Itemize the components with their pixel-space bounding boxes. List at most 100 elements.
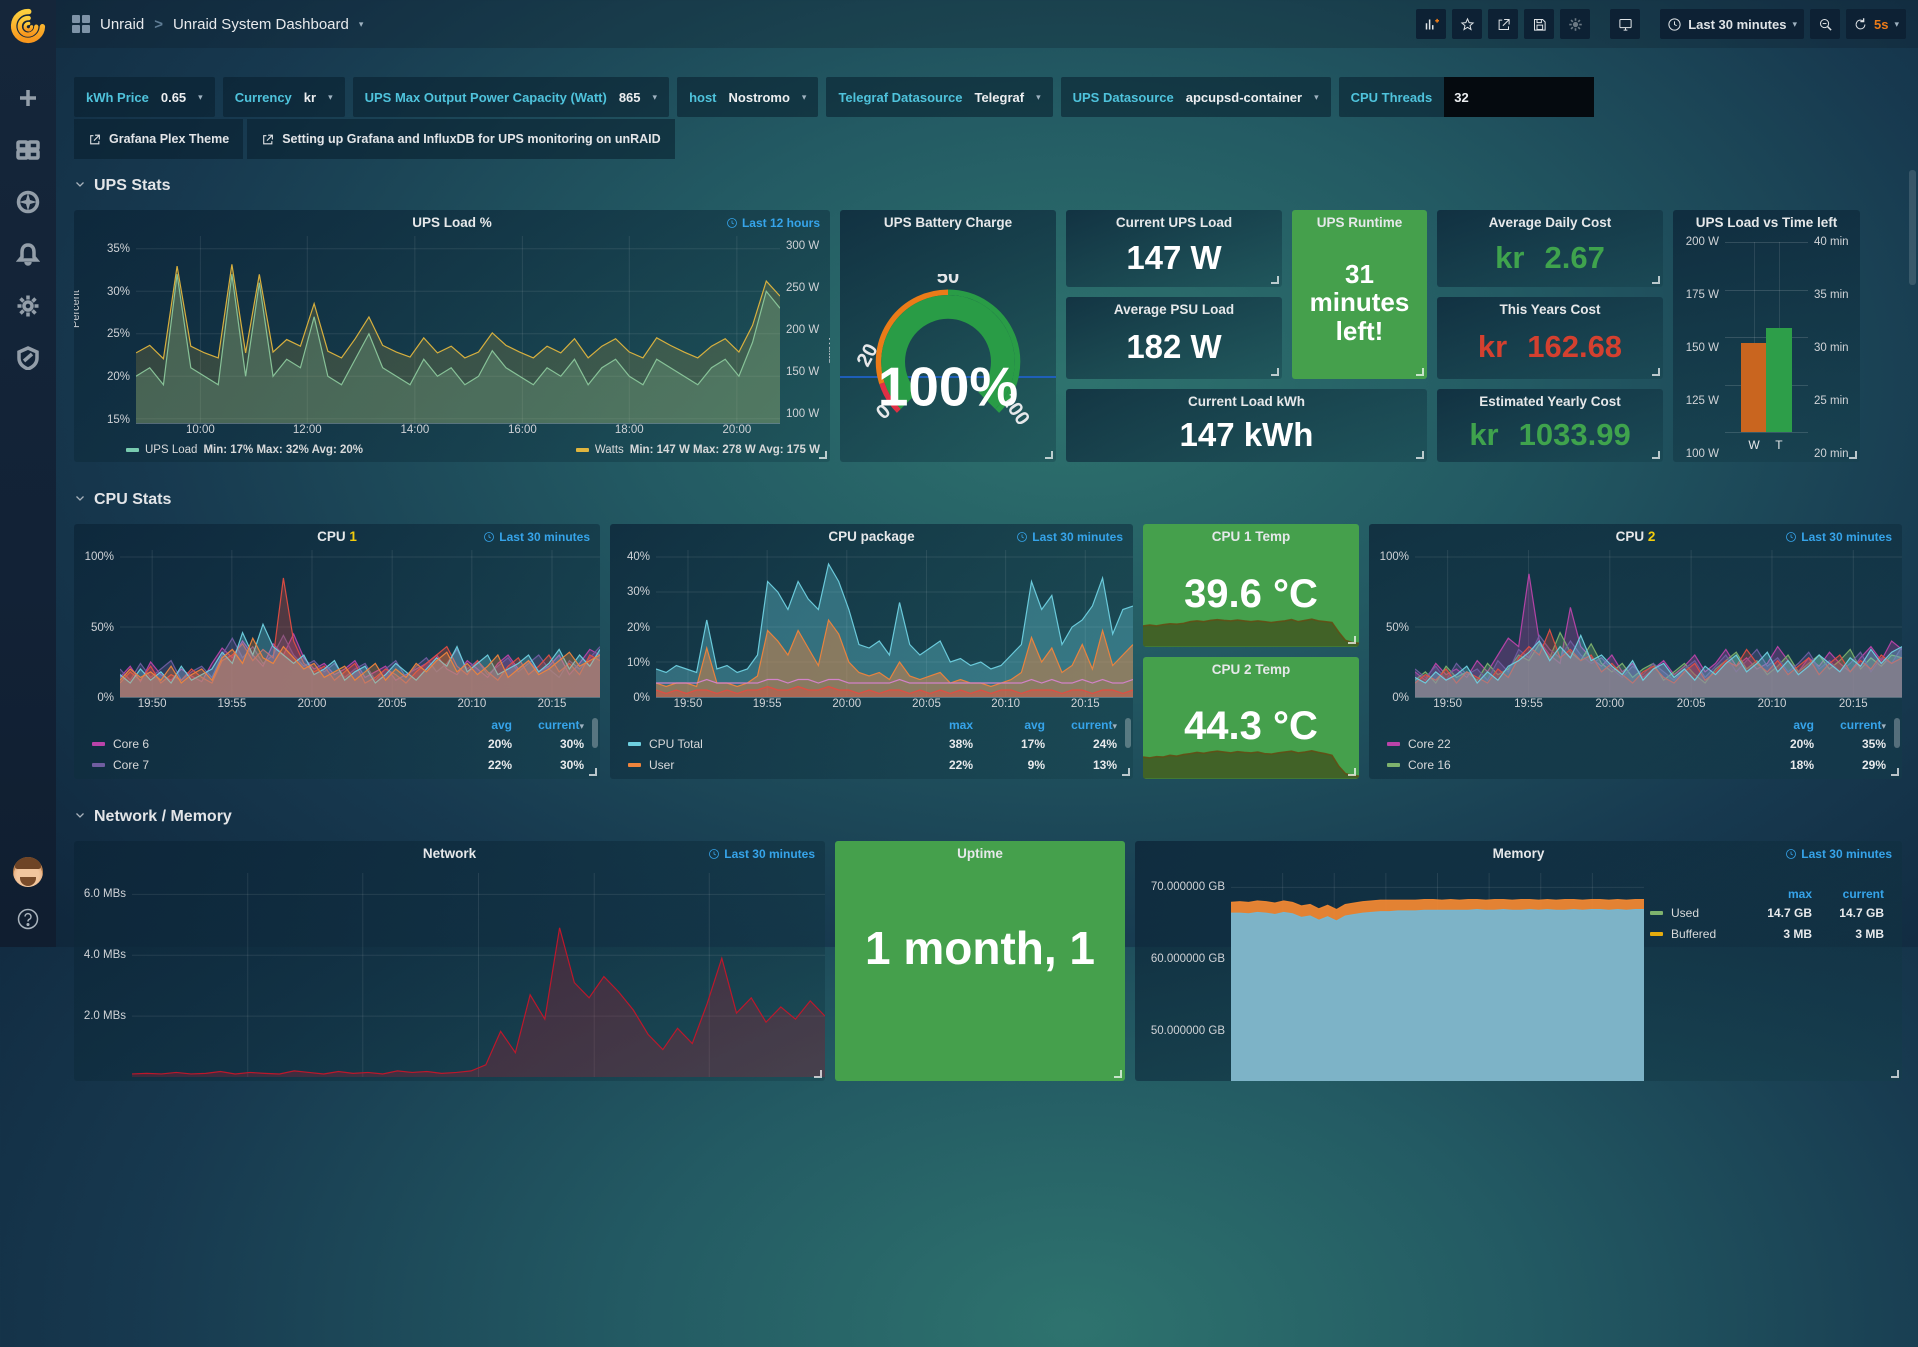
- refresh-button[interactable]: 5s ▾: [1846, 9, 1906, 39]
- star-button[interactable]: [1452, 9, 1482, 39]
- link-ups-monitoring-guide[interactable]: Setting up Grafana and InfluxDB for UPS …: [247, 119, 674, 159]
- panel-uptime: Uptime 1 month, 1: [835, 841, 1125, 1081]
- panel-title[interactable]: UPS Battery Charge: [840, 210, 1056, 236]
- panel-title[interactable]: UPS Load %: [74, 210, 830, 236]
- chart-plot[interactable]: [1231, 873, 1644, 1081]
- variable-kwh-price[interactable]: kWh Price 0.65 ▾: [74, 77, 215, 117]
- external-link-icon: [88, 133, 101, 146]
- chart-legend: avg current▾ Core 22 20% 35% Core 16 18%…: [1369, 716, 1902, 779]
- panel-network: Network Last 30 minutes 2.0 MBs4.0 MBs6.…: [74, 841, 825, 1081]
- chart-plot[interactable]: 19:5019:5520:0020:0520:1020:15: [1415, 550, 1902, 698]
- legend-item[interactable]: Core 16 18% 29%: [1387, 754, 1886, 775]
- chevron-down-icon: ▾: [1036, 92, 1041, 103]
- add-panel-button[interactable]: [1416, 9, 1446, 39]
- stat-value: 182 W: [1126, 323, 1221, 379]
- chart-plot[interactable]: 19:5019:5520:0020:0520:1020:15: [656, 550, 1133, 698]
- chart-plot[interactable]: WT: [1725, 242, 1808, 432]
- chevron-down-icon: ▾: [653, 92, 658, 103]
- cpu1-chart: 0%50%100% 19:5019:5520:0020:0520:1020:15…: [74, 550, 600, 779]
- panel-cpu1-temp: CPU 1 Temp 39.6 °C: [1143, 524, 1359, 647]
- section-network-memory[interactable]: Network / Memory: [74, 801, 1902, 833]
- configuration-icon[interactable]: [16, 294, 40, 318]
- legend-scrollbar[interactable]: [1125, 718, 1131, 748]
- temp-sparkline: [1143, 737, 1359, 779]
- sidebar: [0, 0, 56, 947]
- dashboard-grid-icon[interactable]: [72, 15, 90, 33]
- cpu-temps-column: CPU 1 Temp 39.6 °C CPU 2 Temp 44.3 °C: [1143, 524, 1359, 779]
- avatar[interactable]: [13, 857, 43, 887]
- navbar: Unraid > Unraid System Dashboard ▾ Last …: [56, 0, 1918, 48]
- panel-cpu2-temp: CPU 2 Temp 44.3 °C: [1143, 657, 1359, 780]
- panel-ups-load-percent: UPS Load % Last 12 hours Percent15%20%25…: [74, 210, 830, 462]
- link-grafana-plex-theme[interactable]: Grafana Plex Theme: [74, 119, 243, 159]
- chart-legend: max avg current▾ CPU Total 38% 17% 24% U…: [610, 716, 1133, 779]
- help-icon[interactable]: [16, 907, 40, 931]
- stat-value: 147 W: [1126, 236, 1221, 287]
- variable-ups-datasource[interactable]: UPS Datasource apcupsd-container ▾: [1061, 77, 1331, 117]
- legend-scrollbar[interactable]: [1894, 718, 1900, 748]
- legend-item[interactable]: Core 22 20% 35%: [1387, 733, 1886, 754]
- explore-icon[interactable]: [16, 190, 40, 214]
- legend-item[interactable]: Core 7 22% 30%: [92, 754, 584, 775]
- legend-item[interactable]: User 22% 9% 13%: [628, 754, 1117, 775]
- panel-title[interactable]: UPS Load vs Time left: [1673, 210, 1860, 236]
- panel-time-range[interactable]: Last 30 minutes: [1785, 847, 1892, 861]
- clock-icon: [1785, 531, 1797, 543]
- cpu-threads-input[interactable]: [1444, 77, 1594, 117]
- breadcrumb-folder[interactable]: Unraid: [100, 16, 144, 33]
- cycle-view-button[interactable]: [1610, 9, 1640, 39]
- chevron-down-icon: ▾: [198, 92, 203, 103]
- legend-item[interactable]: Buffered 3 MB 3 MB: [1650, 923, 1884, 944]
- page-title[interactable]: Unraid System Dashboard: [173, 16, 349, 33]
- panel-time-range[interactable]: Last 30 minutes: [1016, 530, 1123, 544]
- grafana-logo[interactable]: [10, 8, 46, 44]
- chevron-down-icon[interactable]: ▾: [359, 19, 364, 30]
- panel-average-daily-cost: Average Daily Cost kr2.67: [1437, 210, 1663, 287]
- section-cpu-stats[interactable]: CPU Stats: [74, 484, 1902, 516]
- chart-plot[interactable]: 10:0012:0014:0016:0018:0020:00: [136, 236, 780, 424]
- panel-current-ups-load: Current UPS Load 147 W: [1066, 210, 1282, 287]
- temp-sparkline: [1143, 605, 1359, 647]
- clock-icon: [1785, 848, 1797, 860]
- variable-currency[interactable]: Currency kr ▾: [223, 77, 345, 117]
- panel-time-range[interactable]: Last 30 minutes: [708, 847, 815, 861]
- panel-cpu-package: CPU package Last 30 minutes 0%10%20%30%4…: [610, 524, 1133, 779]
- panel-current-load-kwh: Current Load kWh 147 kWh: [1066, 389, 1427, 462]
- zoom-out-button[interactable]: [1810, 9, 1840, 39]
- legend-item[interactable]: Watts Min: 147 W Max: 278 W Avg: 175 W: [576, 444, 820, 456]
- cpu2-chart: 0%50%100% 19:5019:5520:0020:0520:1020:15…: [1369, 550, 1902, 779]
- legend-item[interactable]: UPS Load Min: 17% Max: 32% Avg: 20%: [126, 444, 363, 456]
- page-scrollbar[interactable]: [1909, 170, 1916, 285]
- network-chart: 2.0 MBs4.0 MBs6.0 MBs: [74, 873, 825, 1081]
- settings-button[interactable]: [1560, 9, 1590, 39]
- chart-plot[interactable]: [132, 873, 825, 1077]
- chevron-down-icon: ▾: [802, 92, 807, 103]
- create-icon[interactable]: [16, 86, 40, 110]
- legend-item[interactable]: Core 6 20% 30%: [92, 733, 584, 754]
- bar-W[interactable]: [1741, 343, 1767, 432]
- stat-value: 1 month, 1: [865, 921, 1095, 975]
- variable-ups-max-output[interactable]: UPS Max Output Power Capacity (Watt) 865…: [353, 77, 669, 117]
- share-button[interactable]: [1488, 9, 1518, 39]
- panel-time-range[interactable]: Last 12 hours: [726, 216, 820, 230]
- time-range-picker[interactable]: Last 30 minutes ▾: [1660, 9, 1804, 39]
- legend-scrollbar[interactable]: [592, 718, 598, 748]
- chart-plot[interactable]: 19:5019:5520:0020:0520:1020:15: [120, 550, 600, 698]
- dashboards-icon[interactable]: [16, 138, 40, 162]
- panel-time-range[interactable]: Last 30 minutes: [483, 530, 590, 544]
- battery-gauge: 50 20 0 100 100%: [840, 236, 1056, 462]
- ups-cost-stats: Average Daily Cost kr2.67 This Years Cos…: [1437, 210, 1663, 462]
- variable-telegraf-datasource[interactable]: Telegraf Datasource Telegraf ▾: [826, 77, 1052, 117]
- dashboard-links-row: Grafana Plex Theme Setting up Grafana an…: [74, 119, 1902, 159]
- legend-item[interactable]: CPU Total 38% 17% 24%: [628, 733, 1117, 754]
- chevron-down-icon: [74, 177, 86, 195]
- section-ups-stats[interactable]: UPS Stats: [74, 170, 1902, 202]
- alerting-icon[interactable]: [16, 242, 40, 266]
- variable-host[interactable]: host Nostromo ▾: [677, 77, 818, 117]
- legend-item[interactable]: Used 14.7 GB 14.7 GB: [1650, 902, 1884, 923]
- panel-ups-load-vs-time-left: UPS Load vs Time left 100 W125 W150 W175…: [1673, 210, 1860, 462]
- panel-time-range[interactable]: Last 30 minutes: [1785, 530, 1892, 544]
- bar-T[interactable]: [1766, 328, 1792, 433]
- save-button[interactable]: [1524, 9, 1554, 39]
- server-admin-icon[interactable]: [16, 346, 40, 370]
